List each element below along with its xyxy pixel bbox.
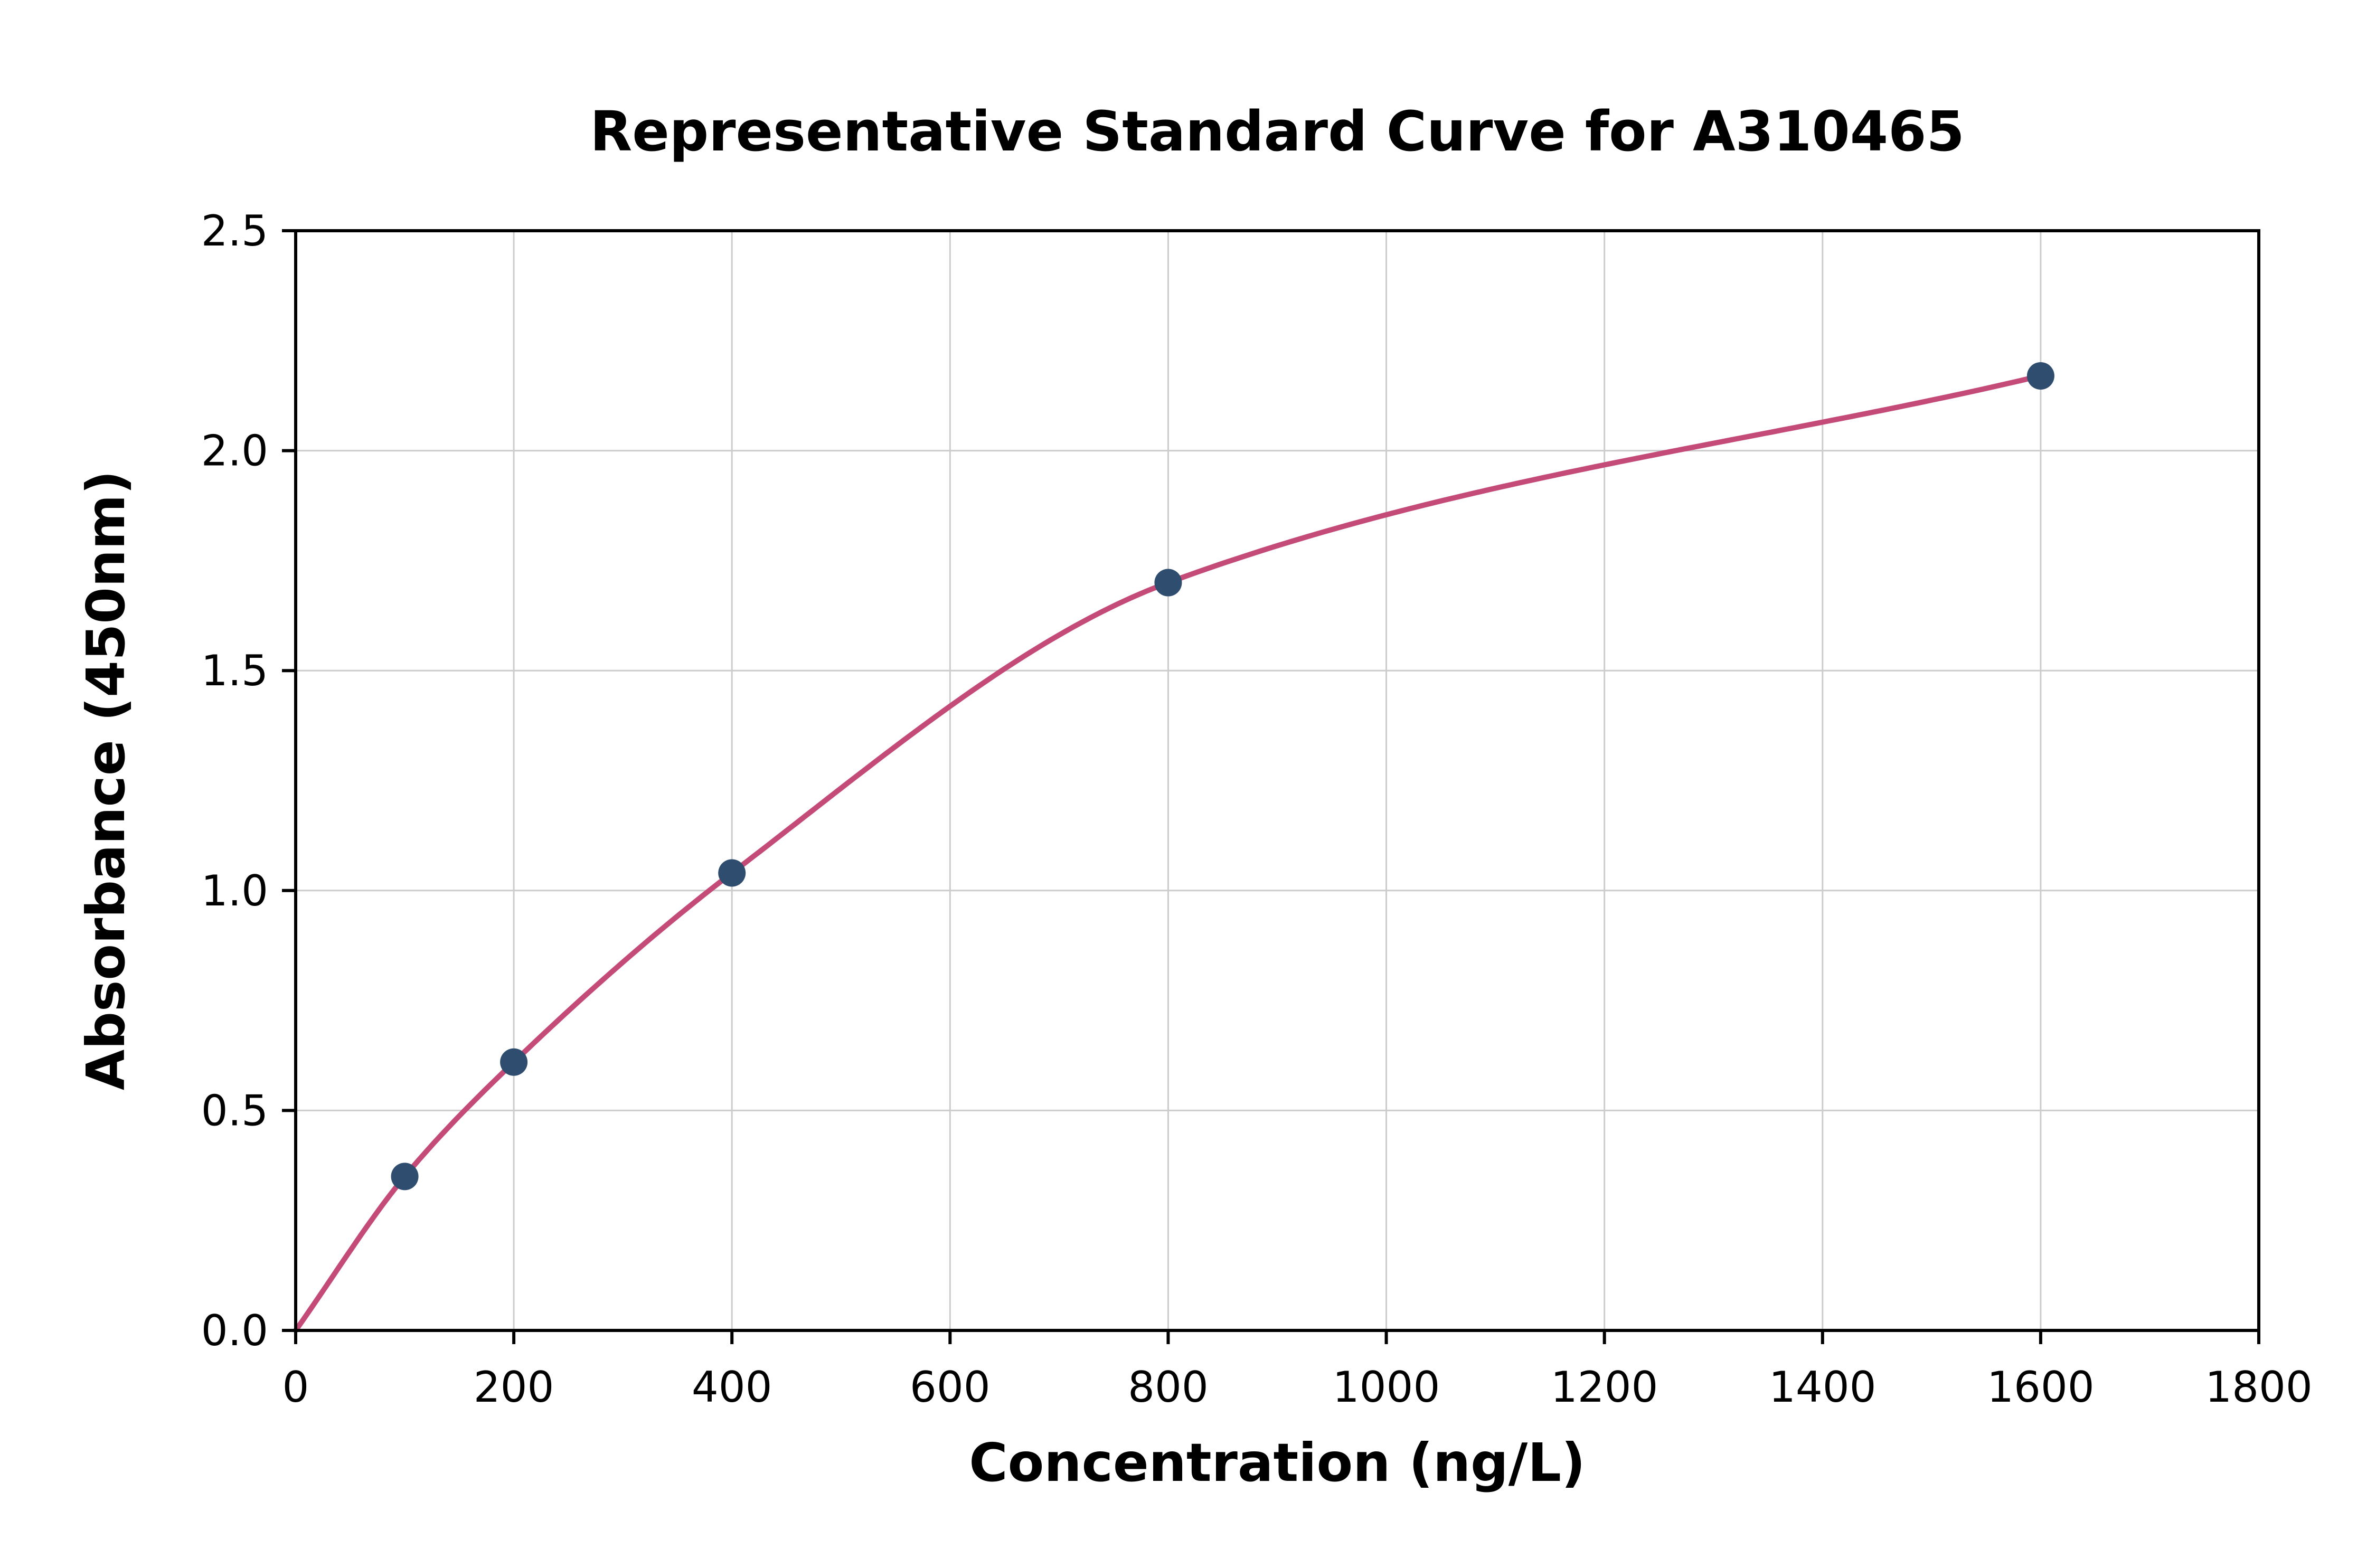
x-tick-label: 1000 (1333, 1363, 1440, 1412)
y-axis-label: Absorbance (450nm) (75, 470, 137, 1090)
data-point (1154, 569, 1182, 597)
tick-layer (282, 229, 2260, 1344)
data-points-layer (391, 362, 2054, 1191)
y-tick-label: 1.0 (201, 866, 268, 915)
y-tick-label: 0.0 (201, 1306, 268, 1355)
data-point (718, 859, 746, 887)
x-tick-label: 400 (692, 1363, 772, 1412)
plot-frame (294, 229, 2260, 1332)
y-tick-label: 0.5 (201, 1086, 268, 1135)
x-tick-label: 200 (474, 1363, 554, 1412)
x-tick-label: 1200 (1551, 1363, 1658, 1412)
data-point (391, 1163, 419, 1191)
y-tick-label: 1.5 (201, 646, 268, 695)
data-point (500, 1048, 528, 1076)
x-tick-label: 800 (1128, 1363, 1209, 1412)
y-tick-label: 2.0 (201, 427, 268, 476)
x-axis-label: Concentration (ng/L) (969, 1432, 1585, 1494)
y-tick-label: 2.5 (201, 206, 268, 256)
x-tick-label: 600 (910, 1363, 991, 1412)
x-tick-label: 1600 (1987, 1363, 2095, 1412)
chart-title: Representative Standard Curve for A31046… (590, 99, 1965, 164)
tick-label-layer: 0 200 400 600 800 1000 1200 1400 1600 1800 0.0 0.5 1… (201, 206, 2313, 1412)
x-tick-label: 0 (282, 1363, 309, 1412)
data-point (2026, 362, 2054, 390)
x-tick-label: 1400 (1769, 1363, 1877, 1412)
axes-frame-layer (294, 229, 2260, 1332)
x-tick-label: 1800 (2205, 1363, 2313, 1412)
